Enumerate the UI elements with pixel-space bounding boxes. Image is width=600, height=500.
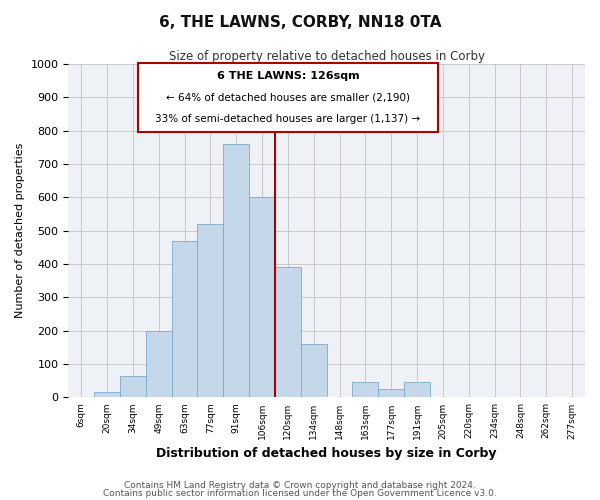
Bar (352, 382, 379, 398)
Bar (120, 376, 146, 398)
Bar (94, 392, 120, 398)
Text: 6 THE LAWNS: 126sqm: 6 THE LAWNS: 126sqm (217, 71, 359, 81)
Bar (301, 344, 326, 398)
Bar (249, 198, 275, 398)
Text: Contains public sector information licensed under the Open Government Licence v3: Contains public sector information licen… (103, 489, 497, 498)
Bar (404, 382, 430, 398)
Y-axis label: Number of detached properties: Number of detached properties (15, 143, 25, 318)
X-axis label: Distribution of detached houses by size in Corby: Distribution of detached houses by size … (157, 447, 497, 460)
Text: 33% of semi-detached houses are larger (1,137) →: 33% of semi-detached houses are larger (… (155, 114, 421, 124)
Text: Contains HM Land Registry data © Crown copyright and database right 2024.: Contains HM Land Registry data © Crown c… (124, 480, 476, 490)
Text: 6, THE LAWNS, CORBY, NN18 0TA: 6, THE LAWNS, CORBY, NN18 0TA (159, 15, 441, 30)
Bar (223, 144, 249, 398)
FancyBboxPatch shape (138, 62, 438, 132)
Bar (172, 241, 197, 398)
Bar (146, 331, 172, 398)
Title: Size of property relative to detached houses in Corby: Size of property relative to detached ho… (169, 50, 485, 63)
Text: ← 64% of detached houses are smaller (2,190): ← 64% of detached houses are smaller (2,… (166, 92, 410, 102)
Bar (379, 389, 404, 398)
Bar (275, 268, 301, 398)
Bar (197, 224, 223, 398)
